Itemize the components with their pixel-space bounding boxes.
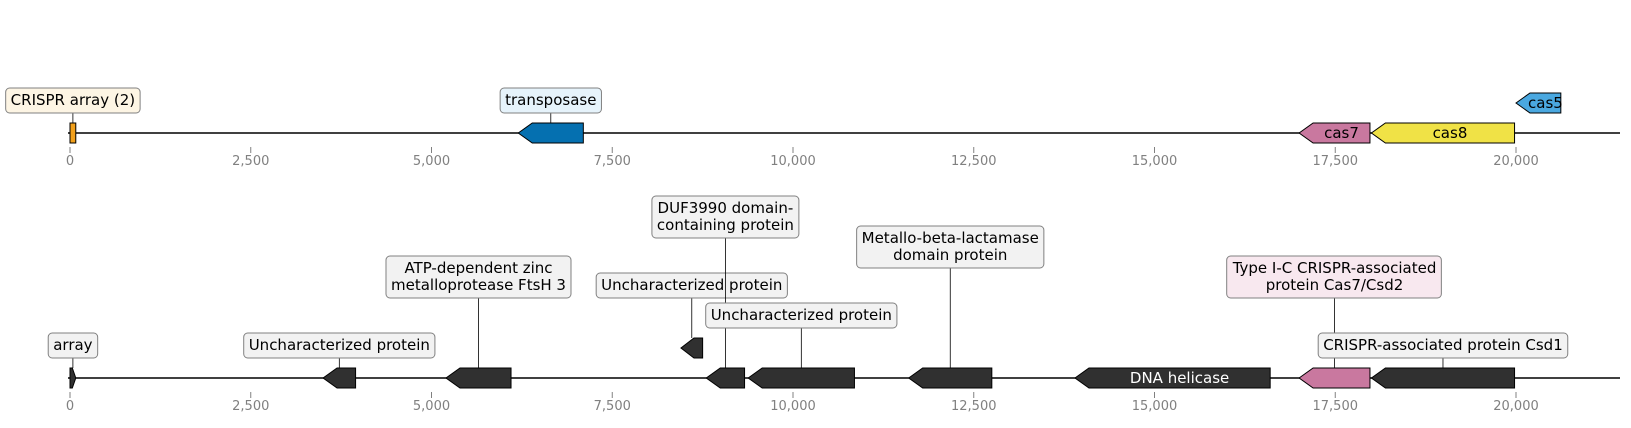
tick-label: 15,000 [1132,154,1178,169]
tick-label: 17,500 [1313,399,1359,414]
tick-label: 0 [66,399,74,414]
uncharacterized-protein-2-label: Uncharacterized protein [601,276,782,294]
tick-label: 7,500 [594,154,631,169]
csd1-label-box [1317,332,1569,359]
csd1-arrow[interactable] [1370,367,1516,389]
tick-label: 7,500 [594,399,631,414]
uncharacterized-protein-3-arrow[interactable] [747,367,855,389]
uncharacterized-protein-2-label-box [595,272,788,299]
feature-transposase[interactable]: transposase [499,87,602,144]
ftsh-label-box [385,255,572,299]
feature-cas5[interactable]: cas5 [1515,92,1563,114]
array-arrow[interactable] [69,367,77,389]
feature-cas7-csd2[interactable]: Type I-C CRISPR-associated protein Cas7/C… [1226,255,1442,389]
crispr-array-label-box [5,87,141,114]
feature-dna-helicase[interactable]: DNA helicase [1074,367,1271,389]
crispr-array-arrow[interactable] [69,122,77,144]
ftsh-label: ATP-dependent zinc metalloprotease FtsH 3 [391,259,566,294]
duf3990-arrow[interactable] [705,367,746,389]
metallo-beta-lactamase-label: Metallo-beta-lactamase domain protein [862,229,1039,264]
uncharacterized-protein-3-label-box [705,302,898,329]
tick-label: 10,000 [770,399,816,414]
feature-cas7[interactable]: cas7 [1298,122,1371,144]
duf3990-label: DUF3990 domain-containing protein [657,199,794,234]
tick-label: 20,000 [1493,154,1539,169]
tick-label: 2,500 [232,154,269,169]
feature-uncharacterized-protein-1[interactable]: Uncharacterized protein [243,332,436,389]
uncharacterized-protein-1-label: Uncharacterized protein [249,336,430,354]
duf3990-label-box [651,195,800,239]
dna-helicase-arrow[interactable] [1074,367,1271,389]
metallo-beta-lactamase-label-box [856,225,1045,269]
cas7-arrow[interactable] [1298,122,1371,144]
transposase-arrow[interactable] [517,122,584,144]
cas5-label: cas5 [1528,94,1563,112]
cas7-csd2-label: Type I-C CRISPR-associated protein Cas7/C… [1232,259,1437,294]
track-2: 0 2,500 5,000 7,500 10,000 12,500 15,000 17,500… [47,195,1620,414]
tick-label: 10,000 [770,154,816,169]
feature-cas8[interactable]: cas8 [1370,122,1516,144]
csd1-label: CRISPR-associated protein Csd1 [1323,336,1563,354]
cas8-arrow[interactable] [1370,122,1516,144]
track-1: 0 2,500 5,000 7,500 10,000 12,500 15,000 17,500… [5,87,1620,169]
transposase-label: transposase [505,91,596,109]
array-label-box [47,332,99,359]
feature-duf3990[interactable]: DUF3990 domain-containing protein [651,195,800,389]
tick-label: 20,000 [1493,399,1539,414]
feature-array[interactable]: array [47,332,99,389]
uncharacterized-protein-1-arrow[interactable] [322,367,357,389]
feature-uncharacterized-protein-3[interactable]: Uncharacterized protein [705,302,898,389]
feature-uncharacterized-protein-2[interactable]: Uncharacterized protein [595,272,788,359]
tick-label: 5,000 [413,154,450,169]
array-label: array [53,336,92,354]
feature-metallo-beta-lactamase[interactable]: Metallo-beta-lactamase domain protein [856,225,1045,389]
feature-crispr-array[interactable]: CRISPR array (2) [5,87,141,144]
feature-ftsh[interactable]: ATP-dependent zinc metalloprotease FtsH 3 [385,255,572,389]
cas5-arrow[interactable] [1515,92,1562,114]
feature-csd1[interactable]: CRISPR-associated protein Csd1 [1317,332,1569,389]
cas8-label: cas8 [1433,124,1468,142]
tick-label: 2,500 [232,399,269,414]
crispr-array-label: CRISPR array (2) [11,91,135,109]
ftsh-arrow[interactable] [445,367,512,389]
tick-label: 0 [66,154,74,169]
tick-label: 5,000 [413,399,450,414]
cas7-csd2-label-box [1226,255,1442,299]
tick-label: 12,500 [951,399,997,414]
uncharacterized-protein-3-label: Uncharacterized protein [711,306,892,324]
metallo-beta-lactamase-arrow[interactable] [907,367,993,389]
uncharacterized-protein-2-arrow[interactable] [680,337,704,359]
cas7-label: cas7 [1324,124,1359,142]
tick-label: 12,500 [951,154,997,169]
transposase-label-box [499,87,602,114]
uncharacterized-protein-1-label-box [243,332,436,359]
tick-label: 15,000 [1132,399,1178,414]
tick-label: 17,500 [1313,154,1359,169]
dna-helicase-label: DNA helicase [1130,369,1229,387]
cas7-csd2-arrow[interactable] [1298,367,1371,389]
